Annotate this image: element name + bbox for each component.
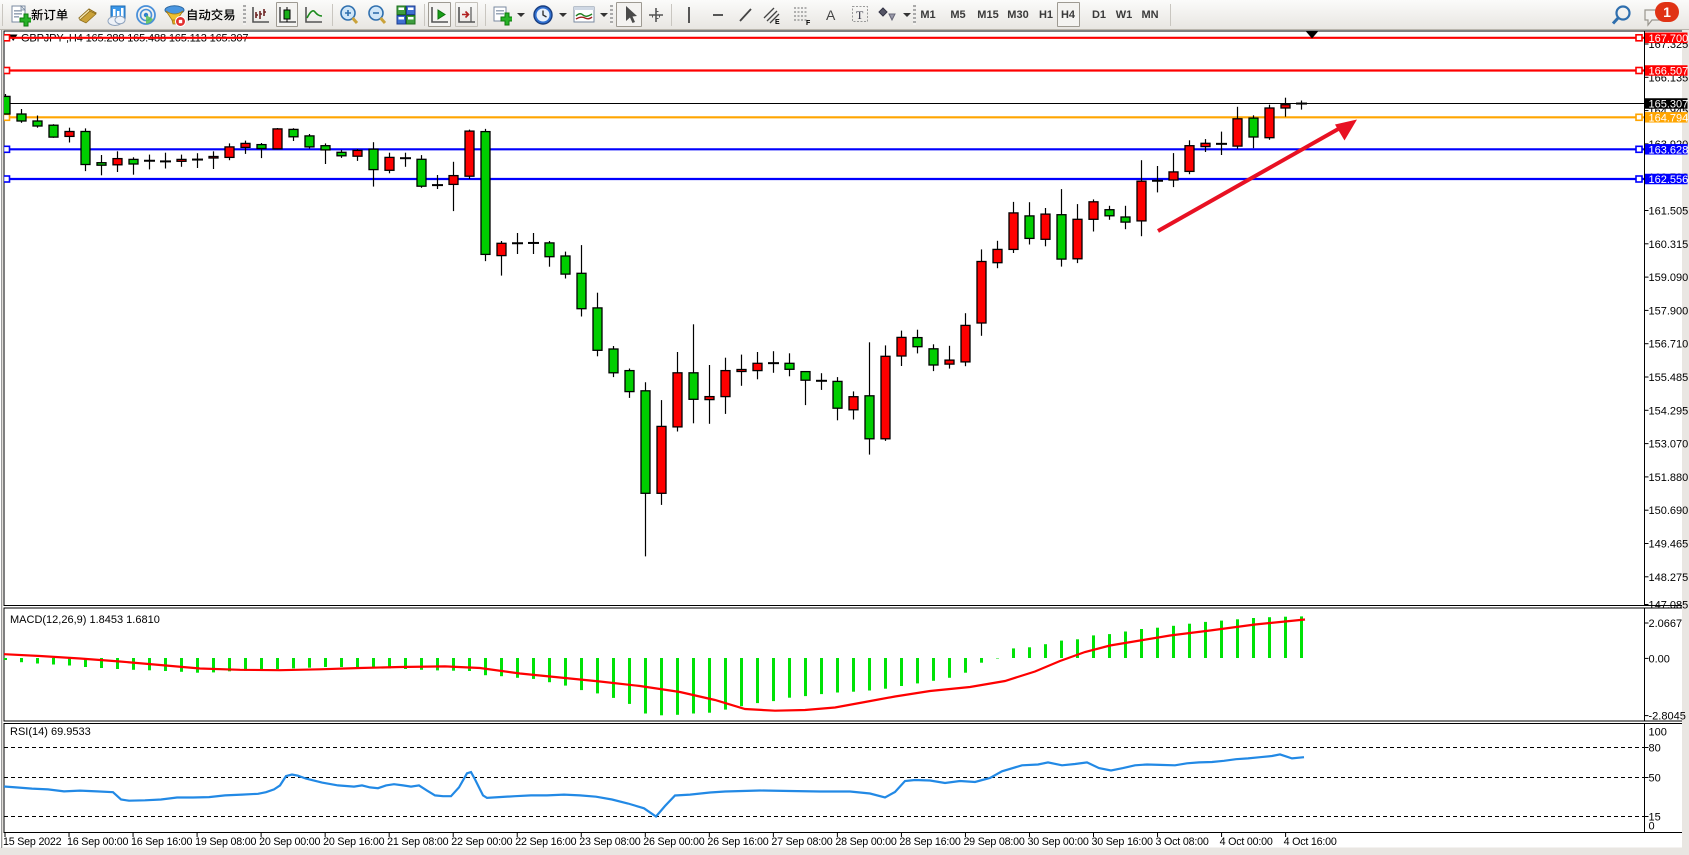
svg-text:166.507: 166.507	[1649, 66, 1689, 78]
svg-text:159.090: 159.090	[1649, 272, 1689, 284]
svg-text:MACD(12,26,9) 1.8453 1.6810: MACD(12,26,9) 1.8453 1.6810	[10, 614, 160, 626]
svg-text:153.070: 153.070	[1649, 439, 1689, 451]
svg-text:160.315: 160.315	[1649, 239, 1689, 251]
svg-text:162.556: 162.556	[1649, 174, 1689, 186]
svg-text:28 Sep 00:00: 28 Sep 00:00	[835, 836, 896, 848]
svg-text:RSI(14) 69.9533: RSI(14) 69.9533	[10, 726, 91, 738]
svg-text:F: F	[806, 20, 811, 26]
svg-text:22 Sep 00:00: 22 Sep 00:00	[451, 836, 512, 848]
svg-text:3 Oct 08:00: 3 Oct 08:00	[1156, 836, 1209, 848]
svg-text:29 Sep 08:00: 29 Sep 08:00	[963, 836, 1024, 848]
svg-text:20 Sep 00:00: 20 Sep 00:00	[259, 836, 320, 848]
svg-text:15 Sep 2022: 15 Sep 2022	[3, 836, 62, 848]
svg-text:22 Sep 16:00: 22 Sep 16:00	[515, 836, 576, 848]
svg-text:80: 80	[1649, 743, 1661, 755]
svg-text:0: 0	[1649, 821, 1655, 833]
svg-text:4 Oct 16:00: 4 Oct 16:00	[1284, 836, 1337, 848]
svg-text:150.690: 150.690	[1649, 505, 1689, 517]
svg-text:E: E	[775, 19, 780, 26]
svg-text:161.505: 161.505	[1649, 206, 1689, 218]
svg-text:16 Sep 00:00: 16 Sep 00:00	[67, 836, 128, 848]
svg-text:19 Sep 08:00: 19 Sep 08:00	[195, 836, 256, 848]
svg-text:23 Sep 08:00: 23 Sep 08:00	[579, 836, 640, 848]
svg-text:50: 50	[1649, 773, 1661, 785]
svg-text:147.085: 147.085	[1649, 600, 1689, 612]
svg-text:15: 15	[1649, 812, 1661, 824]
svg-text:30 Sep 00:00: 30 Sep 00:00	[1027, 836, 1088, 848]
svg-text:149.465: 149.465	[1649, 539, 1689, 551]
svg-text:163.628: 163.628	[1649, 144, 1689, 156]
svg-text:26 Sep 00:00: 26 Sep 00:00	[643, 836, 704, 848]
svg-text:4 Oct 00:00: 4 Oct 00:00	[1220, 836, 1273, 848]
svg-text:T: T	[856, 8, 864, 22]
svg-text:16 Sep 16:00: 16 Sep 16:00	[131, 836, 192, 848]
svg-text:165.307: 165.307	[1649, 99, 1689, 111]
svg-text:21 Sep 08:00: 21 Sep 08:00	[387, 836, 448, 848]
svg-text:27 Sep 08:00: 27 Sep 08:00	[771, 836, 832, 848]
svg-text:167.700: 167.700	[1649, 33, 1689, 45]
svg-text:2.0667: 2.0667	[1649, 618, 1683, 630]
svg-text:157.900: 157.900	[1649, 305, 1689, 317]
svg-text:151.880: 151.880	[1649, 472, 1689, 484]
svg-text:164.794: 164.794	[1649, 112, 1689, 124]
svg-text:20 Sep 16:00: 20 Sep 16:00	[323, 836, 384, 848]
svg-text:0.00: 0.00	[1649, 653, 1670, 665]
svg-text:156.710: 156.710	[1649, 339, 1689, 351]
svg-text:100: 100	[1649, 727, 1667, 739]
svg-text:-2.8045: -2.8045	[1649, 711, 1686, 723]
svg-text:26 Sep 16:00: 26 Sep 16:00	[707, 836, 768, 848]
svg-text:30 Sep 16:00: 30 Sep 16:00	[1092, 836, 1153, 848]
svg-text:155.485: 155.485	[1649, 372, 1689, 384]
svg-text:28 Sep 16:00: 28 Sep 16:00	[899, 836, 960, 848]
svg-text:154.295: 154.295	[1649, 405, 1689, 417]
svg-text:148.275: 148.275	[1649, 572, 1689, 584]
